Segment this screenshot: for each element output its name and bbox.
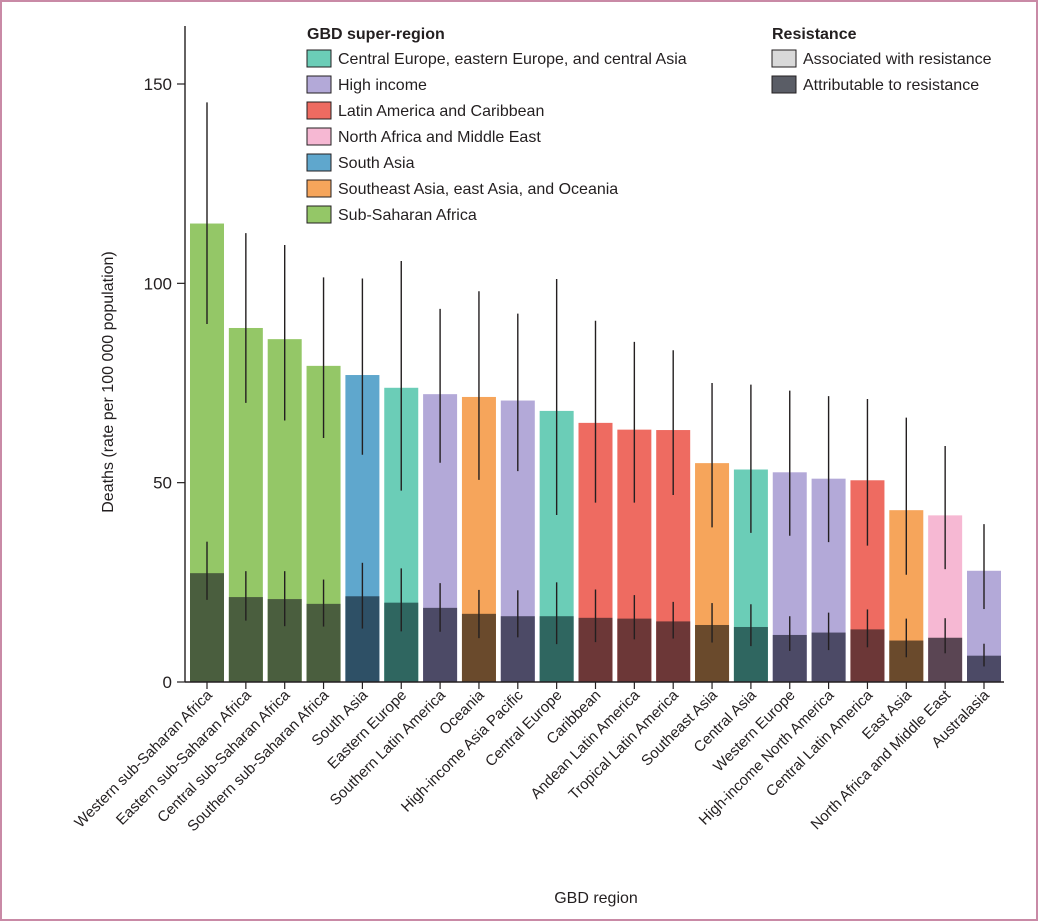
y-tick-label: 50 — [153, 474, 172, 493]
legend-label-super-region: Central Europe, eastern Europe, and cent… — [338, 51, 687, 68]
legend-swatch-super-region — [306, 75, 332, 94]
legend-label-super-region: South Asia — [338, 155, 415, 172]
legend-swatch-super-region — [306, 101, 332, 120]
y-tick-label: 150 — [144, 75, 172, 94]
y-tick-label: 0 — [163, 673, 172, 692]
legend-label-super-region: North Africa and Middle East — [338, 129, 541, 146]
legend-swatch-super-region — [306, 49, 332, 68]
legend-label-super-region: Sub-Saharan Africa — [338, 207, 477, 224]
legend-swatch-super-region — [306, 153, 332, 172]
legend-swatch-resistance — [771, 75, 797, 94]
legend-label-super-region: High income — [338, 77, 427, 94]
legend-swatch-super-region — [306, 179, 332, 198]
y-axis-label: Deaths (rate per 100 000 population) — [100, 251, 117, 513]
legend-label-resistance: Attributable to resistance — [803, 77, 979, 94]
legend-label-resistance: Associated with resistance — [803, 51, 992, 68]
legend-label-super-region: Latin America and Caribbean — [338, 103, 544, 120]
legend-swatch-super-region — [306, 127, 332, 146]
legend-group: Central Europe, eastern Europe, and cent… — [306, 49, 992, 224]
y-tick-label: 100 — [144, 274, 172, 293]
legend-swatch-super-region — [306, 205, 332, 224]
legend-label-super-region: Southeast Asia, east Asia, and Oceania — [338, 181, 618, 198]
bars-group — [190, 102, 1001, 683]
x-axis-label: GBD region — [554, 890, 638, 907]
legend-swatch-resistance — [771, 49, 797, 68]
legend-title-resistance: Resistance — [772, 26, 857, 43]
legend-title-super-region: GBD super-region — [307, 26, 445, 43]
